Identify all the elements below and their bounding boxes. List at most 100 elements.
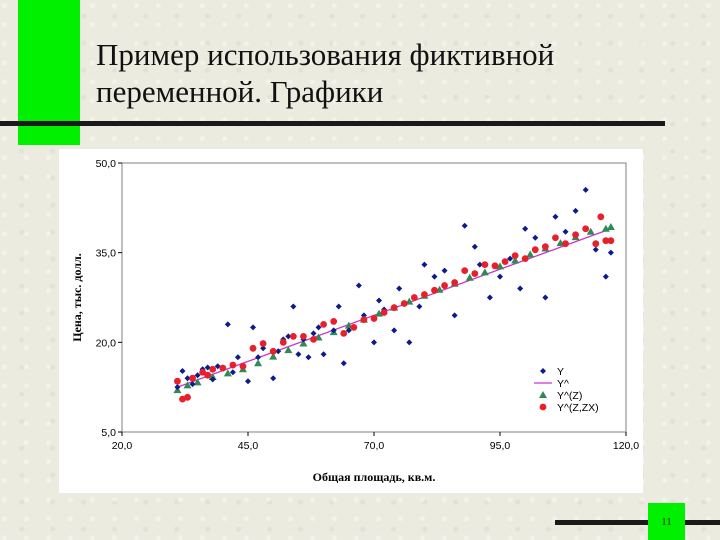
point-y-hat-z bbox=[511, 256, 520, 264]
plot-border bbox=[121, 162, 627, 433]
point-y-hat-z-zx bbox=[552, 234, 559, 242]
point-y-hat-z-zx bbox=[279, 338, 287, 346]
point-y-hat-z-zx bbox=[330, 318, 338, 325]
point-y bbox=[421, 261, 428, 268]
point-y-hat-z bbox=[299, 339, 308, 347]
point-y-hat-z-zx bbox=[189, 374, 196, 382]
point-y bbox=[224, 321, 231, 328]
point-y bbox=[305, 354, 312, 361]
legend-label: Y bbox=[557, 366, 564, 378]
point-y-hat-z bbox=[601, 224, 610, 232]
point-y-hat-z-zx bbox=[501, 258, 509, 266]
chart-panel: 5,0 20,0 35,0 50,0 20,0 45,0 70,0 95,0 120,0 Обща… bbox=[59, 149, 643, 493]
point-y bbox=[522, 225, 529, 232]
point-y bbox=[310, 330, 317, 337]
point-y bbox=[320, 351, 327, 358]
x-tick-label: 95,0 bbox=[490, 440, 511, 452]
point-y bbox=[562, 228, 569, 235]
y-tick-label: 50,0 bbox=[96, 158, 117, 170]
point-y-hat-z bbox=[284, 346, 293, 354]
x-tick-label: 45,0 bbox=[238, 440, 259, 452]
point-y bbox=[260, 345, 267, 352]
point-y bbox=[335, 303, 342, 310]
legend-label: Y^ bbox=[557, 378, 569, 390]
point-y-hat-z-zx bbox=[461, 267, 469, 274]
x-tick-label: 70,0 bbox=[364, 440, 385, 452]
legend-swatch-diamond bbox=[540, 368, 546, 374]
legend-label: Y^(Z,ZX) bbox=[557, 402, 599, 414]
x-axis-title: Общая площадь, кв.м. bbox=[313, 470, 436, 484]
point-y-hat-z-zx bbox=[491, 262, 499, 270]
point-y-hat-z bbox=[465, 273, 474, 281]
point-y bbox=[507, 255, 514, 262]
point-y bbox=[471, 243, 478, 250]
x-tick-label: 120,0 bbox=[613, 440, 639, 452]
point-y-hat-z bbox=[183, 381, 192, 389]
plot-area bbox=[121, 162, 627, 433]
point-y-hat-z-zx bbox=[400, 300, 408, 307]
point-y bbox=[214, 363, 221, 370]
point-y bbox=[355, 282, 362, 289]
point-y-hat-z-zx bbox=[184, 393, 191, 401]
point-y bbox=[416, 303, 423, 310]
point-y bbox=[209, 376, 216, 383]
point-y-hat-z-zx bbox=[481, 261, 489, 269]
point-y bbox=[376, 297, 383, 304]
point-y-hat-z bbox=[480, 268, 489, 276]
point-y bbox=[204, 364, 211, 371]
point-y-hat-z-zx bbox=[541, 243, 549, 251]
data-marks bbox=[173, 186, 615, 403]
point-y-hat-z bbox=[526, 250, 535, 258]
point-y bbox=[396, 285, 403, 292]
point-y bbox=[360, 312, 367, 319]
point-y-hat-z-zx bbox=[572, 231, 579, 239]
scatter-chart: 5,020,035,050,020,0 45,0 70,0 95,0 120,0Обща… bbox=[70, 158, 639, 484]
point-y-hat-z-zx bbox=[441, 282, 448, 289]
y-tick-label: 35,0 bbox=[96, 248, 117, 260]
point-y-hat-z-zx bbox=[602, 237, 610, 245]
point-y bbox=[476, 261, 483, 268]
y-tick-label: 20,0 bbox=[96, 337, 117, 349]
title-divider bbox=[0, 121, 665, 126]
point-y-hat-z-zx bbox=[289, 332, 297, 340]
point-y bbox=[340, 360, 347, 367]
point-y-hat-z-zx bbox=[597, 213, 605, 221]
point-y-hat-z-zx bbox=[209, 365, 217, 373]
y-tick-label: 5,0 bbox=[101, 427, 116, 439]
point-y bbox=[391, 327, 398, 334]
x-tick-label: 20,0 bbox=[112, 440, 133, 452]
point-y-hat-z-zx bbox=[390, 304, 398, 312]
point-y-hat-z-zx bbox=[350, 323, 358, 331]
point-y bbox=[461, 222, 468, 229]
point-y-hat-z-zx bbox=[521, 255, 529, 263]
point-y-hat-z-zx bbox=[300, 332, 307, 340]
point-y bbox=[245, 378, 251, 385]
point-y bbox=[345, 327, 352, 334]
point-y-hat-z-zx bbox=[511, 252, 519, 260]
point-y bbox=[194, 372, 201, 379]
point-y bbox=[295, 351, 302, 358]
point-y-hat-z-zx bbox=[249, 344, 257, 352]
footer-divider bbox=[555, 520, 720, 525]
page-number-box: 11 bbox=[648, 503, 685, 540]
point-y-hat-z-zx bbox=[410, 294, 418, 301]
point-y-hat-z-zx bbox=[370, 315, 378, 322]
point-y-hat-z bbox=[254, 359, 263, 367]
point-y bbox=[592, 246, 599, 253]
point-y-hat-z-zx bbox=[380, 309, 388, 316]
point-y bbox=[270, 375, 277, 382]
point-y-hat-z-zx bbox=[360, 316, 368, 324]
point-y bbox=[552, 213, 559, 220]
legend-label: Y^(Z) bbox=[557, 390, 582, 402]
point-y bbox=[542, 294, 549, 301]
point-y bbox=[184, 375, 191, 382]
point-y-hat-z-zx bbox=[310, 335, 317, 343]
point-y bbox=[255, 354, 262, 361]
point-y-hat-z bbox=[496, 262, 504, 270]
point-y-hat-z-zx bbox=[269, 347, 277, 355]
point-y bbox=[315, 324, 322, 331]
point-y-hat-z bbox=[606, 222, 615, 230]
y-axis-title: Цена, тыс. долл. bbox=[70, 253, 84, 342]
point-y bbox=[451, 312, 458, 319]
legend-swatch-circle bbox=[539, 403, 547, 411]
